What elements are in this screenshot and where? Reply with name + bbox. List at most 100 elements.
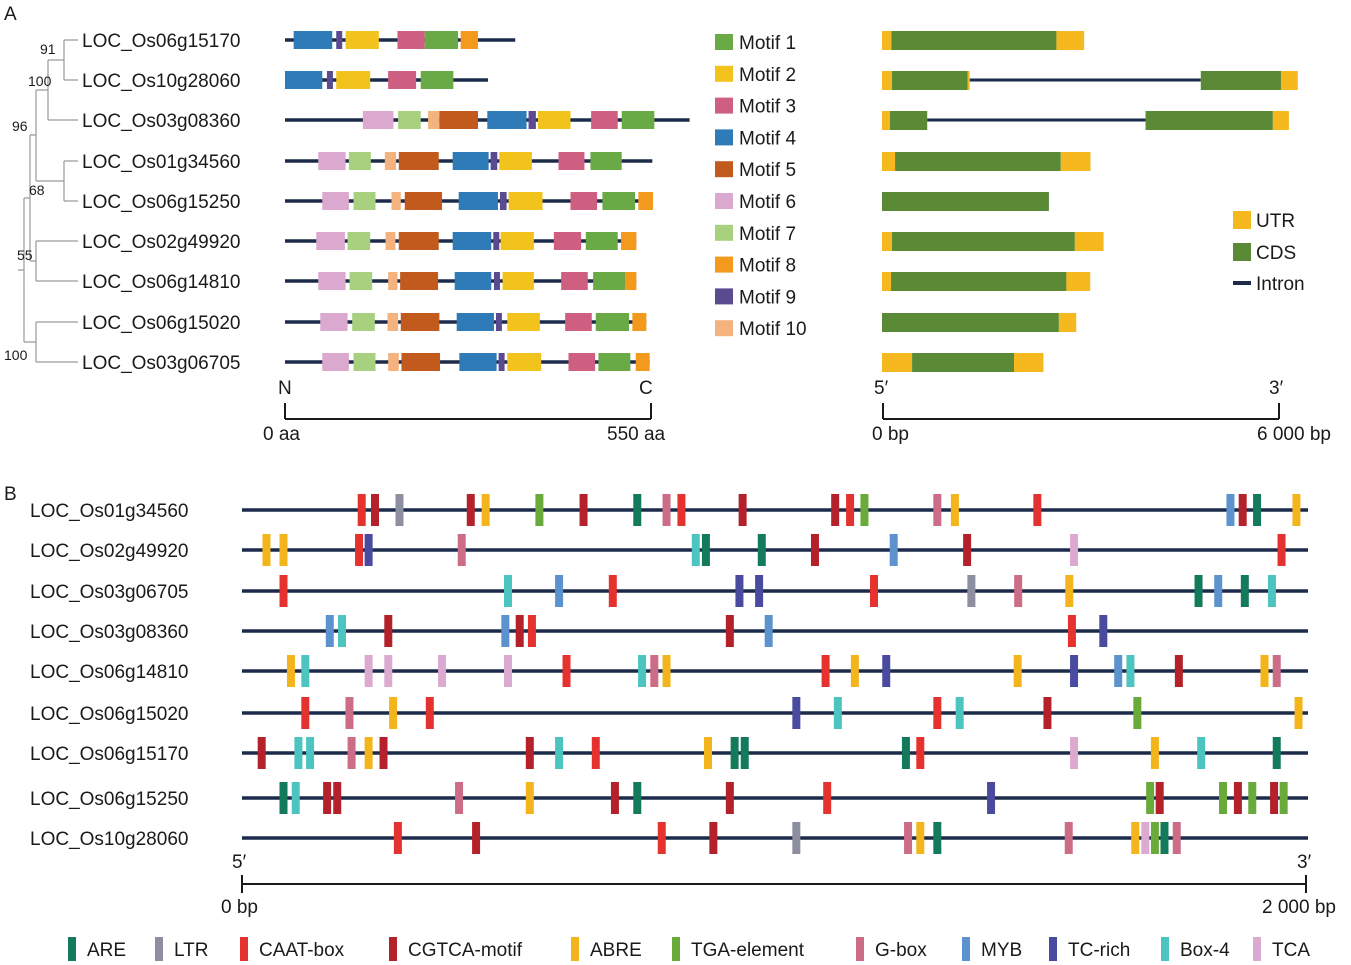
- cis-element-mark: [1272, 655, 1281, 687]
- cis-element-mark: [792, 697, 801, 729]
- bootstrap-value: 68: [29, 182, 45, 198]
- cis-legend-label: TGA-element: [691, 940, 805, 961]
- cis-element-mark: [725, 782, 734, 814]
- cis-element-mark: [764, 615, 773, 647]
- cis-element-mark: [345, 697, 354, 729]
- cis-legend-swatch: [1161, 937, 1169, 961]
- motif-legend-swatch: [715, 97, 733, 114]
- cis-legend-label: ARE: [87, 940, 126, 961]
- cis-element-mark: [1099, 615, 1108, 647]
- motif-6-block: [362, 111, 394, 129]
- motif-3-block: [561, 272, 588, 290]
- utr-block: [882, 111, 890, 130]
- cis-element-mark: [657, 822, 666, 854]
- cis-element-mark: [291, 782, 300, 814]
- cis-element-mark: [525, 782, 534, 814]
- motif-legend-label: Motif 5: [739, 160, 796, 181]
- cds-block: [1145, 111, 1273, 130]
- gene-name: LOC_Os06g14810: [82, 272, 240, 293]
- utr-block: [882, 71, 893, 90]
- motif-2-block: [336, 71, 371, 89]
- cis-element-mark: [579, 494, 588, 526]
- motif-2-block: [500, 232, 534, 250]
- motif-5-block: [404, 192, 443, 210]
- motif-9-block: [498, 353, 505, 371]
- cis-element-mark: [525, 737, 534, 769]
- gene-name: LOC_Os10g28060: [30, 829, 188, 850]
- bootstrap-value: 100: [28, 73, 52, 89]
- gene-name: LOC_Os02g49920: [82, 232, 240, 253]
- gene-name: LOC_Os06g15250: [82, 192, 240, 213]
- cis-element-mark: [481, 494, 490, 526]
- utr-block: [882, 232, 893, 251]
- motif-axis-min: 0 aa: [263, 424, 300, 445]
- cis-element-mark: [1131, 822, 1140, 854]
- cis-legend-label: MYB: [981, 940, 1022, 961]
- motif-legend-swatch: [715, 288, 733, 305]
- utr-block: [882, 353, 913, 372]
- motif-9-block: [336, 31, 343, 49]
- utr-block: [967, 71, 970, 90]
- motif-7-block: [398, 111, 421, 129]
- cis-element-mark: [357, 494, 366, 526]
- cis-element-mark: [1133, 697, 1142, 729]
- cis-element-mark: [555, 575, 564, 607]
- structure-legend-swatch: [1233, 211, 1251, 229]
- tree-branches: [18, 39, 78, 363]
- structure-axis-min: 0 bp: [872, 424, 909, 445]
- gene-name: LOC_Os10g28060: [82, 71, 240, 92]
- motif-4-block: [487, 111, 527, 129]
- cis-element-mark: [279, 534, 288, 566]
- motif-5-block: [398, 152, 439, 170]
- promoter-axis-3prime: 3′: [1297, 852, 1312, 873]
- motif-6-block: [318, 152, 346, 170]
- motif-legend-swatch: [715, 224, 733, 241]
- cis-element-mark: [1160, 822, 1169, 854]
- motif-legend-label: Motif 6: [739, 192, 796, 213]
- cis-element-mark: [279, 782, 288, 814]
- promoter-cis-element-tracks: [242, 494, 1308, 854]
- cis-element-mark: [504, 575, 512, 607]
- cis-element-mark: [1150, 822, 1159, 854]
- phylogenetic-tree: [18, 39, 78, 363]
- cis-element-mark: [650, 655, 659, 687]
- motif-2-block: [537, 111, 571, 129]
- motif-legend-label: Motif 7: [739, 224, 796, 245]
- motif-9-block: [493, 232, 500, 250]
- cis-element-mark: [735, 575, 744, 607]
- cis-element-mark: [325, 615, 334, 647]
- utr-block: [882, 31, 892, 50]
- gene-name: LOC_Os01g34560: [30, 501, 188, 522]
- cis-element-mark: [1114, 655, 1123, 687]
- panel-label-a: A: [4, 4, 17, 25]
- motif-7-block: [352, 313, 375, 331]
- cis-element-mark: [425, 697, 434, 729]
- motif-2-block: [345, 31, 379, 49]
- cis-legend-swatch: [240, 937, 248, 961]
- cis-element-mark: [610, 782, 619, 814]
- motif-3-block: [558, 152, 585, 170]
- cis-element-mark: [455, 782, 464, 814]
- panel-label-b: B: [4, 484, 17, 505]
- motif-7-block: [353, 353, 376, 371]
- cis-element-mark: [364, 737, 373, 769]
- cis-element-mark: [608, 575, 617, 607]
- motif-1-block: [598, 353, 631, 371]
- motif-6-block: [316, 232, 345, 250]
- cis-element-legend: ARE LTR CAAT-box CGTCA-motif ABRE TGA-element…: [68, 937, 1310, 961]
- cis-element-mark: [395, 494, 404, 526]
- motif-7-block: [347, 232, 371, 250]
- cis-element-mark: [379, 737, 388, 769]
- cis-element-mark: [301, 697, 310, 729]
- structure-axis-max: 6 000 bp: [1257, 424, 1331, 445]
- cis-element-mark: [701, 534, 710, 566]
- cis-legend-swatch: [68, 937, 76, 961]
- cis-element-mark: [738, 494, 747, 526]
- cis-element-mark: [638, 655, 647, 687]
- motif-10-block: [391, 192, 401, 210]
- cds-block: [892, 232, 1075, 251]
- motif-9-block: [493, 272, 500, 290]
- cis-element-mark: [963, 534, 972, 566]
- cis-element-mark: [882, 655, 891, 687]
- cis-element-mark: [1214, 575, 1223, 607]
